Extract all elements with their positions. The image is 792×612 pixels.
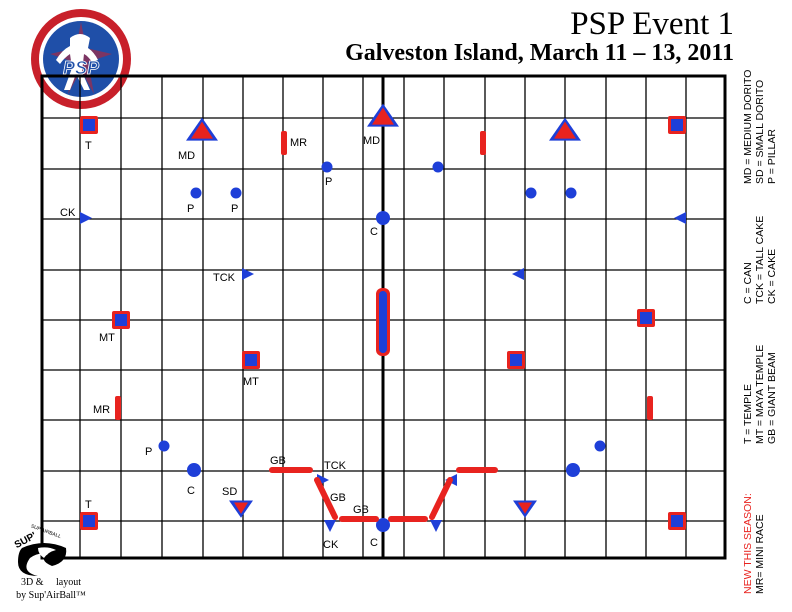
credit-line-2: by Sup'AirBall™ (16, 590, 86, 601)
pillar-c (525, 187, 537, 199)
cake-left (80, 212, 92, 224)
temple-top-left-core (83, 119, 95, 131)
label-pillar-low: P (145, 446, 152, 458)
tall-cake-mid-left (242, 268, 254, 280)
label-cake-low: CK (323, 539, 339, 551)
maya-temple-inner-left-core (245, 354, 257, 366)
temple-bottom-left-core (83, 515, 95, 527)
label-maya-temple-left: MT (99, 332, 115, 344)
legend-item: SD = SMALL DORITO (754, 79, 766, 184)
legend-item: C = CAN (742, 262, 754, 304)
label-temple-bottom-left: T (85, 499, 92, 511)
temple-bottom-right-core (671, 515, 683, 527)
label-small-dorito: SD (222, 486, 237, 498)
psp-logo: PSP (31, 9, 131, 109)
cake-low-left (324, 520, 336, 532)
small-dorito-right-face (518, 502, 532, 514)
label-giant-beam-1: GB (270, 455, 286, 467)
label-giant-beam-3: GB (353, 504, 369, 516)
maya-temple-left-core (115, 314, 127, 326)
label-layer: T MD MR MD P P P CK C TCK MT MT MR P GB … (60, 135, 380, 551)
field-grid (40, 74, 727, 560)
legend-item: P = PILLAR (766, 129, 778, 184)
supairball-logo: SUP' SUP'AIRBALL (13, 524, 67, 576)
legend-item: TCK = TALL CAKE (754, 215, 766, 304)
giant-beam-2 (314, 477, 338, 520)
label-temple-top-left: T (85, 140, 92, 152)
logo-text: PSP (63, 58, 100, 78)
mini-race-top-right (480, 131, 486, 155)
credit: 3D & layout by Sup'AirBall™ (6, 576, 96, 602)
maya-temple-inner-right-core (510, 354, 522, 366)
page-subtitle: Galveston Island, March 11 – 13, 2011 (345, 40, 734, 66)
small-dorito-left-face (234, 502, 248, 514)
label-can-bottom: C (370, 537, 378, 549)
legend: NEW THIS SEASON: MR= MINI RACE T = TEMPL… (742, 64, 790, 594)
legend-item: GB = GIANT BEAM (766, 352, 778, 444)
label-cake-left: CK (60, 207, 76, 219)
cake-right (674, 212, 686, 224)
tall-cake-mid-right (512, 268, 524, 280)
can-mid (376, 211, 390, 225)
center-snake-core (379, 291, 387, 353)
label-mini-race-left: MR (93, 404, 110, 416)
legend-new-heading: NEW THIS SEASON: (742, 493, 754, 594)
legend-item: MT = MAYA TEMPLE (754, 344, 766, 444)
label-medium-dorito-center: MD (363, 135, 380, 147)
credit-line-1b: layout (56, 577, 81, 588)
temple-top-right-core (671, 119, 683, 131)
label-can-low: C (187, 485, 195, 497)
pillar-a (190, 187, 202, 199)
mini-race-right (647, 396, 653, 420)
legend-item: T = TEMPLE (742, 383, 754, 444)
label-pillar-a: P (187, 203, 194, 215)
medium-dorito-center-face (372, 107, 394, 125)
mini-race-top-left (281, 131, 287, 155)
page-title: PSP Event 1 (570, 6, 734, 42)
legend-new-item: MR= MINI RACE (754, 514, 766, 594)
bunker-layer (80, 103, 686, 532)
label-mini-race-top: MR (290, 137, 307, 149)
label-pillar-mid: P (325, 176, 332, 188)
pillar-low-left (158, 440, 170, 452)
pillar-low-right (594, 440, 606, 452)
pillar-d (565, 187, 577, 199)
credit-line-1: 3D & (21, 577, 44, 588)
pillar-mid-left (321, 161, 333, 173)
medium-dorito-left-face (191, 121, 213, 139)
can-low-right (566, 463, 580, 477)
legend-item: CK = CAKE (766, 248, 778, 304)
giant-beam-5 (429, 477, 453, 520)
label-pillar-b: P (231, 203, 238, 215)
can-low-left (187, 463, 201, 477)
label-can-mid: C (370, 226, 378, 238)
label-giant-beam-2: GB (330, 492, 346, 504)
mini-race-left (115, 396, 121, 420)
legend-item: MD = MEDIUM DORITO (742, 69, 754, 184)
label-tall-cake-low: TCK (324, 460, 347, 472)
cake-low-right (430, 520, 442, 532)
pillar-mid-right (432, 161, 444, 173)
maya-temple-right-core (640, 312, 652, 324)
label-maya-temple-inner: MT (243, 376, 259, 388)
label-tall-cake-mid: TCK (213, 272, 236, 284)
pillar-b (230, 187, 242, 199)
can-bottom (376, 518, 390, 532)
label-medium-dorito-left: MD (178, 150, 195, 162)
medium-dorito-right-face (554, 121, 576, 139)
